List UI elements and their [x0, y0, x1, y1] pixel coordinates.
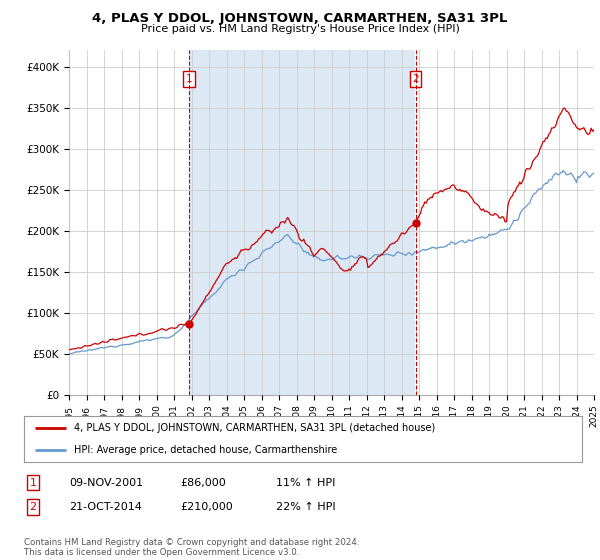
Text: 22% ↑ HPI: 22% ↑ HPI: [276, 502, 335, 512]
Text: 21-OCT-2014: 21-OCT-2014: [69, 502, 142, 512]
Text: 1: 1: [186, 74, 193, 84]
Text: 2: 2: [29, 502, 37, 512]
Text: Price paid vs. HM Land Registry's House Price Index (HPI): Price paid vs. HM Land Registry's House …: [140, 24, 460, 34]
Bar: [189, 50, 415, 395]
Text: 1: 1: [29, 478, 37, 488]
Text: 11% ↑ HPI: 11% ↑ HPI: [276, 478, 335, 488]
Text: 4, PLAS Y DDOL, JOHNSTOWN, CARMARTHEN, SA31 3PL (detached house): 4, PLAS Y DDOL, JOHNSTOWN, CARMARTHEN, S…: [74, 423, 436, 433]
Text: 4, PLAS Y DDOL, JOHNSTOWN, CARMARTHEN, SA31 3PL: 4, PLAS Y DDOL, JOHNSTOWN, CARMARTHEN, S…: [92, 12, 508, 25]
Text: 09-NOV-2001: 09-NOV-2001: [69, 478, 143, 488]
Text: £86,000: £86,000: [180, 478, 226, 488]
Text: Contains HM Land Registry data © Crown copyright and database right 2024.
This d: Contains HM Land Registry data © Crown c…: [24, 538, 359, 557]
Text: 2: 2: [412, 74, 419, 84]
Text: HPI: Average price, detached house, Carmarthenshire: HPI: Average price, detached house, Carm…: [74, 445, 337, 455]
Text: £210,000: £210,000: [180, 502, 233, 512]
